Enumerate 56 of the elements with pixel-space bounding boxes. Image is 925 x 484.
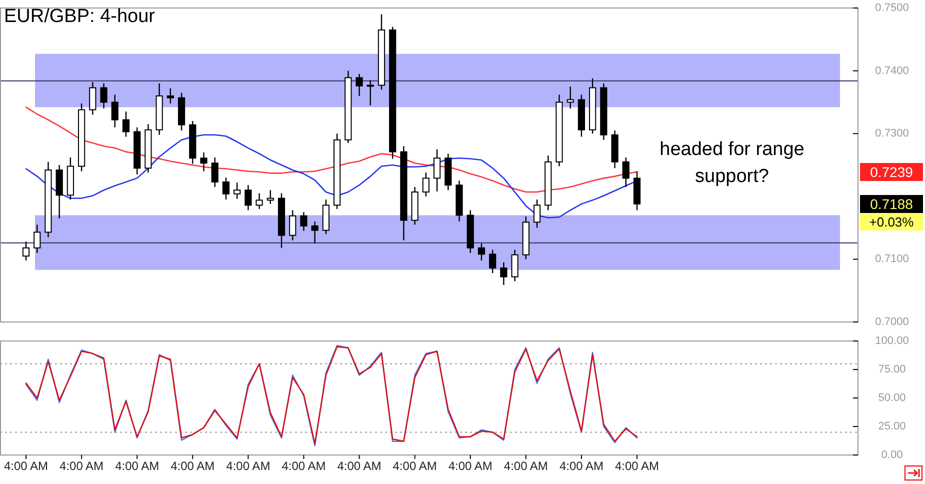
candlestick (366, 80, 374, 106)
candlestick (166, 88, 174, 104)
candlestick (566, 86, 574, 110)
text: headed for range support? (660, 139, 804, 187)
candlestick (100, 82, 108, 110)
candlestick (511, 249, 518, 282)
candlestick (111, 94, 118, 128)
y-tick-label: 25.00 (878, 420, 906, 432)
candlestick (489, 249, 496, 274)
y-tick-label: 0.7400 (875, 64, 909, 77)
y-tick-label: 100.00 (875, 335, 909, 347)
y-tick-label: 75.00 (878, 364, 906, 376)
candlestick (533, 198, 541, 228)
candlestick (234, 182, 241, 200)
candlestick (244, 184, 252, 211)
candlestick (200, 152, 208, 172)
x-tick-label: 4:00 AM (448, 459, 492, 473)
candlestick (622, 156, 630, 188)
x-tick-label: 4:00 AM (559, 459, 604, 473)
x-tick-label: 4:00 AM (60, 459, 104, 473)
x-tick-label: 4:00 AM (4, 459, 48, 473)
y-tick-label: 50.00 (878, 392, 906, 404)
y-tick-label: 0.00 (881, 449, 903, 461)
y-tick-label: 0.7300 (875, 128, 909, 140)
x-tick-label: 4:00 AM (337, 459, 382, 473)
candlestick (356, 73, 363, 97)
candlestick (34, 224, 41, 254)
candlestick (300, 212, 308, 232)
candlestick (433, 148, 441, 192)
candlestick (122, 111, 130, 138)
x-tick-label: 4:00 AM (614, 459, 660, 473)
text: 0.7239 (870, 164, 914, 180)
x-tick-label: 4:00 AM (504, 459, 548, 473)
candlestick (256, 192, 263, 210)
x-tick-label: 4:00 AM (115, 459, 160, 473)
chart-title: EUR/GBP: 4-hour (4, 6, 156, 27)
x-tick-label: 4:00 AM (170, 459, 215, 473)
y-tick-label: 0.7500 (875, 2, 909, 14)
x-tick-label: 4:00 AM (226, 459, 270, 473)
y-tick-label: 0.7000 (875, 316, 909, 328)
candlestick (311, 220, 318, 244)
candlestick (289, 210, 296, 241)
candlestick (422, 172, 430, 197)
candlestick (500, 262, 508, 286)
text: 0.7188 (870, 196, 914, 212)
candlestick (211, 156, 218, 188)
candlestick (89, 82, 96, 116)
y-tick-label: 0.7100 (875, 253, 909, 266)
candlestick (266, 190, 274, 205)
x-tick-label: 4:00 AM (392, 459, 437, 473)
candlestick (22, 241, 30, 262)
x-tick-label: 4:00 AM (282, 459, 326, 473)
candlestick (222, 176, 230, 200)
text: +0.03% (869, 214, 914, 230)
candlestick (478, 242, 486, 262)
line-series (25, 106, 638, 193)
